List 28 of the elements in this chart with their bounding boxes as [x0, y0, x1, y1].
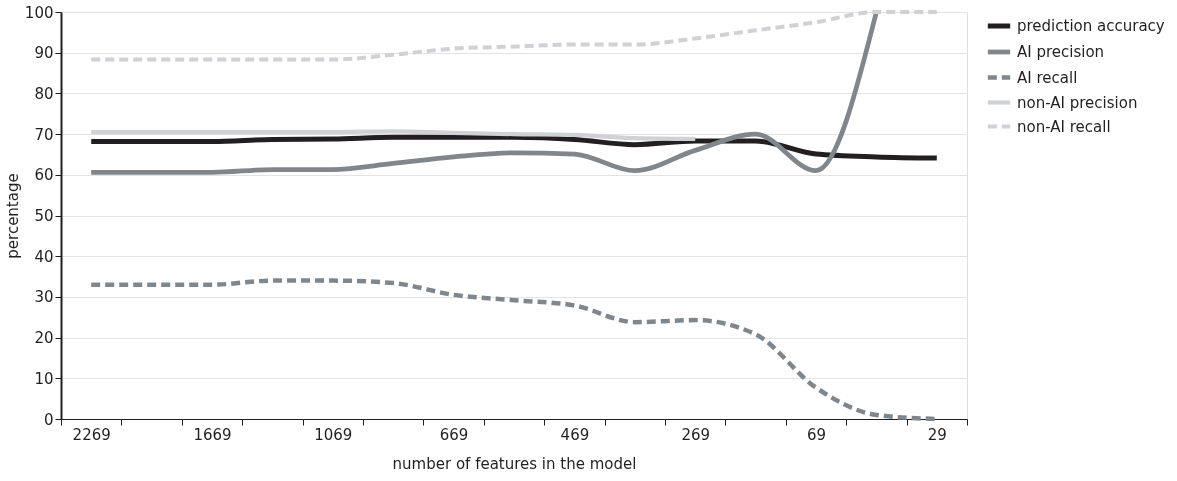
x-tick-label: 269	[681, 425, 711, 444]
x-axis-title: number of features in the model	[392, 454, 637, 473]
x-tick-label: 2269	[72, 425, 111, 444]
y-tick-label: 10	[34, 369, 54, 388]
legend-label: AI precision	[1017, 43, 1105, 61]
line-series	[89, 10, 939, 62]
y-tick-label: 100	[24, 3, 54, 22]
y-tick-label: 60	[34, 166, 54, 185]
y-tick-label: 0	[43, 410, 54, 429]
x-tick-label: 29	[927, 425, 947, 444]
y-tick-label: 40	[34, 247, 54, 266]
line-series	[89, 129, 698, 142]
x-tick-label: 669	[439, 425, 469, 444]
y-axis-title: percentage	[3, 173, 22, 259]
y-tick-label: 90	[34, 44, 54, 63]
y-tick-label: 20	[34, 329, 54, 348]
legend-label: non-AI recall	[1017, 117, 1111, 136]
legend-label: non-AI precision	[1017, 93, 1138, 112]
x-tick-label: 1069	[314, 425, 353, 444]
y-tick-label: 30	[34, 288, 54, 307]
x-tick-label: 69	[806, 425, 827, 444]
legend-label: AI recall	[1017, 68, 1078, 87]
legend-label: prediction accuracy	[1017, 17, 1165, 35]
x-tick-label: 469	[560, 425, 590, 444]
y-tick-label: 70	[34, 125, 54, 144]
y-tick-label: 50	[34, 207, 54, 225]
x-tick-label: 1669	[193, 425, 232, 444]
y-tick-label: 80	[34, 84, 54, 103]
